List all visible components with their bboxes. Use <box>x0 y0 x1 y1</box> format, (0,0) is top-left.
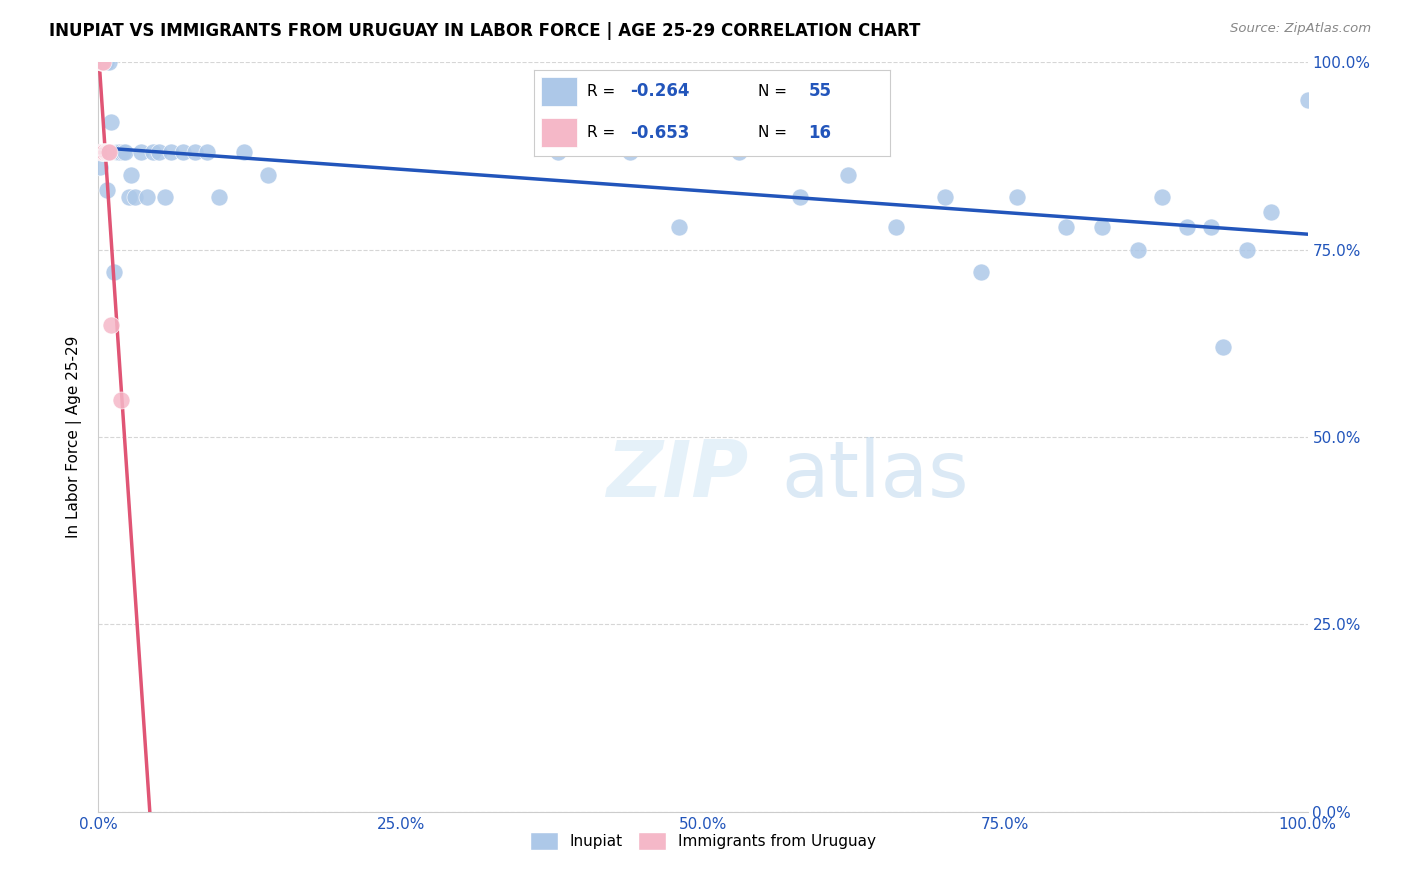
Point <box>108 145 131 160</box>
Point <box>118 190 141 204</box>
Point <box>91 145 114 160</box>
Point <box>1091 220 1114 235</box>
Point <box>94 145 117 160</box>
Point <box>886 220 908 235</box>
Text: atlas: atlas <box>782 436 969 513</box>
Point <box>93 145 115 160</box>
Point <box>98 145 121 160</box>
Point <box>1199 220 1222 235</box>
Point <box>172 145 194 160</box>
Point <box>100 115 122 129</box>
Point <box>1260 205 1282 219</box>
Point <box>107 145 129 160</box>
Point <box>90 55 112 70</box>
Point <box>100 318 122 332</box>
Point <box>1128 243 1150 257</box>
Point <box>97 145 120 160</box>
Point <box>837 168 859 182</box>
Point <box>97 145 120 160</box>
Point <box>1212 340 1234 354</box>
Point <box>103 265 125 279</box>
Point <box>232 145 254 160</box>
Point <box>124 190 146 204</box>
Point <box>110 392 132 407</box>
Y-axis label: In Labor Force | Age 25-29: In Labor Force | Age 25-29 <box>66 336 83 538</box>
Point <box>1175 220 1198 235</box>
Point <box>668 220 690 235</box>
Point <box>1296 93 1319 107</box>
Point <box>94 55 117 70</box>
Point <box>120 168 142 182</box>
Point <box>91 145 114 160</box>
Point <box>208 190 231 204</box>
Point <box>1152 190 1174 204</box>
Text: ZIP: ZIP <box>606 436 748 513</box>
Point <box>148 145 170 160</box>
Text: INUPIAT VS IMMIGRANTS FROM URUGUAY IN LABOR FORCE | AGE 25-29 CORRELATION CHART: INUPIAT VS IMMIGRANTS FROM URUGUAY IN LA… <box>49 22 921 40</box>
Point <box>1007 190 1029 204</box>
Point <box>105 145 128 160</box>
Point <box>160 145 183 160</box>
Point <box>1236 243 1258 257</box>
Point <box>94 145 117 160</box>
Point <box>142 145 165 160</box>
Point <box>89 145 111 160</box>
Point <box>90 55 112 70</box>
Point <box>135 190 157 204</box>
Point <box>129 145 152 160</box>
Point <box>93 145 115 160</box>
Point <box>91 145 114 160</box>
Text: Source: ZipAtlas.com: Source: ZipAtlas.com <box>1230 22 1371 36</box>
Point <box>93 55 115 70</box>
Point <box>98 145 121 160</box>
Point <box>789 190 811 204</box>
Point <box>91 55 114 70</box>
Point <box>547 145 569 160</box>
Point <box>91 55 114 70</box>
Point <box>89 161 111 175</box>
Point <box>96 183 118 197</box>
Point <box>96 145 118 160</box>
Point <box>1054 220 1077 235</box>
Point <box>195 145 218 160</box>
Point <box>934 190 956 204</box>
Legend: Inupiat, Immigrants from Uruguay: Inupiat, Immigrants from Uruguay <box>524 826 882 856</box>
Point <box>98 55 121 70</box>
Point <box>728 145 751 160</box>
Point <box>184 145 207 160</box>
Point <box>153 190 176 204</box>
Point <box>93 55 115 70</box>
Point <box>91 145 114 160</box>
Point <box>114 145 136 160</box>
Point <box>91 145 114 160</box>
Point <box>94 145 117 160</box>
Point <box>256 168 278 182</box>
Point <box>619 145 641 160</box>
Point <box>91 55 114 70</box>
Point <box>111 145 134 160</box>
Point <box>970 265 993 279</box>
